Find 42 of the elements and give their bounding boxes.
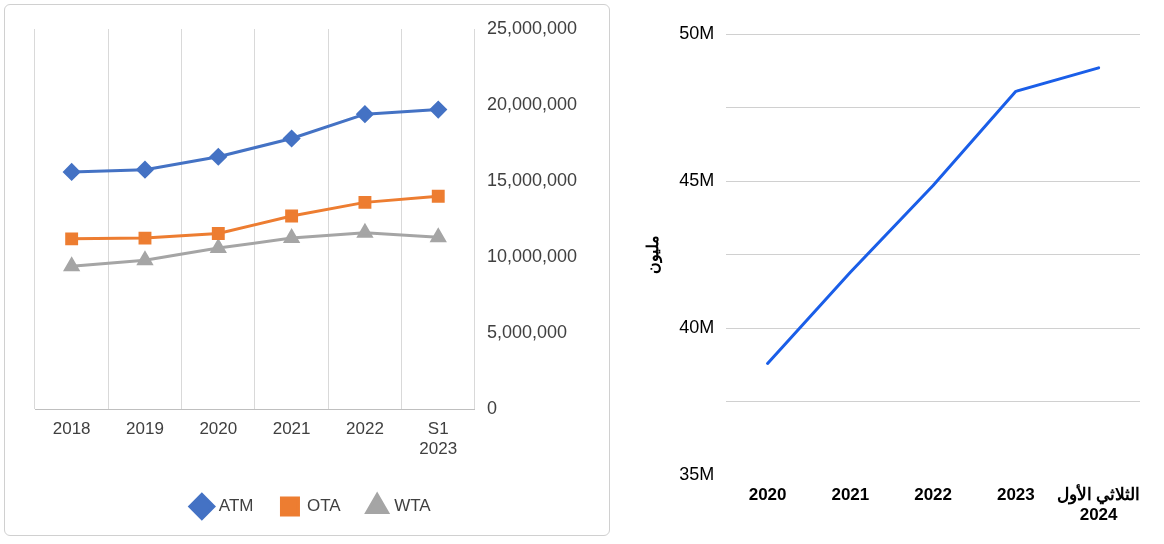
point (209, 148, 227, 166)
x-tick-label: 2021 (831, 485, 870, 505)
x-tick-label: 2022 (914, 485, 953, 505)
x-tick-label: 2019 (126, 419, 164, 439)
x-tick-label: 2018 (52, 419, 91, 439)
point (284, 229, 300, 244)
point (356, 105, 374, 123)
legend-label: ATM (218, 496, 254, 516)
point (358, 195, 372, 209)
point (431, 189, 445, 203)
point (429, 101, 447, 119)
point (63, 163, 81, 181)
y-tick-label: 15,000,000 (486, 170, 578, 191)
point (210, 239, 226, 253)
y-tick-label: 0 (486, 398, 497, 419)
point (64, 257, 80, 272)
legend-label: OTA (306, 496, 342, 516)
point (211, 227, 225, 240)
x-tick-label: 2022 (346, 419, 384, 439)
point (285, 209, 299, 223)
y-tick-label: 20,000,000 (486, 94, 578, 115)
point (136, 161, 154, 179)
y-tick-label: 50M (679, 22, 715, 43)
point (430, 228, 446, 243)
x-tick-label: 2021 (272, 419, 311, 439)
point (65, 232, 79, 246)
legend-label: WTA (394, 496, 432, 516)
point (283, 130, 301, 147)
y-tick-label: 35M (679, 464, 715, 485)
y-axis-title: مليون (644, 235, 664, 275)
point (137, 251, 153, 266)
y-tick-label: 40M (679, 317, 715, 338)
point (357, 224, 373, 238)
x-tick-label: 2020 (199, 419, 238, 439)
y-tick-label: 25,000,000 (486, 17, 578, 38)
y-tick-label: 5,000,000 (486, 322, 567, 343)
x-tick-label: 2020 (748, 485, 787, 505)
x-tick-label: S1 2023 (419, 419, 458, 459)
y-tick-label: 45M (679, 170, 715, 191)
x-tick-label: 2023 (996, 485, 1035, 505)
point (138, 231, 152, 245)
y-tick-label: 10,000,000 (486, 246, 578, 267)
